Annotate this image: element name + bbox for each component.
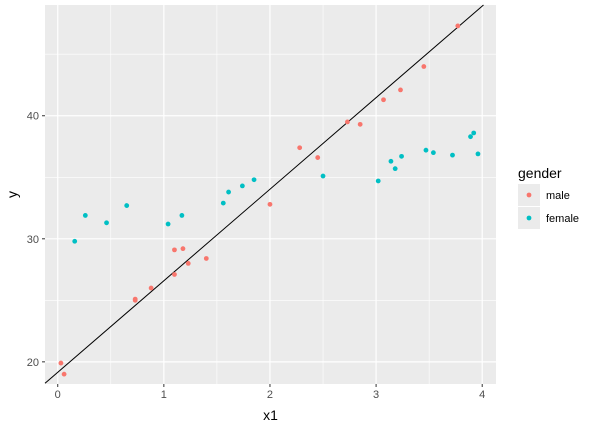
data-point-female [468,134,473,140]
regression-line-layer [44,4,484,384]
data-point-female [423,147,429,153]
data-point-female [239,183,245,189]
y-axis-title: y [4,191,20,198]
data-point-female [375,178,381,184]
legend-swatch-male [526,192,532,198]
data-point-female [475,151,481,157]
x-tick-label: 2 [267,389,273,401]
data-point-male [58,360,64,366]
data-point-male [148,285,154,291]
legend: gender male female [518,165,579,229]
data-point-male [172,272,177,277]
x-axis-title: x1 [263,407,278,423]
x-tick-label: 0 [55,389,61,401]
y-tick-label: 40 [27,111,39,123]
data-point-female [226,189,231,195]
data-point-female [388,158,394,164]
legend-items: male female [518,184,579,229]
data-point-male [203,256,209,261]
data-point-female [471,130,477,136]
data-point-male [455,23,461,29]
data-point-female [179,213,185,218]
major-gridlines [45,5,496,384]
data-point-female [320,173,326,179]
x-tick-label: 4 [479,389,485,401]
data-point-male [132,296,138,302]
data-point-male [185,261,191,266]
data-point-male [381,97,386,103]
data-point-female [82,213,88,218]
data-point-female [124,203,130,208]
data-point-female [251,177,257,183]
data-points [58,23,481,377]
legend-swatch-female [526,215,532,221]
data-point-female [392,166,398,172]
data-point-male [180,246,186,252]
x-tick-label: 1 [161,389,167,401]
x-tick-label: 3 [373,389,379,401]
data-point-male [357,121,363,127]
data-point-female [399,153,404,159]
data-point-female [430,150,436,156]
data-point-male [345,119,350,125]
legend-title: gender [518,165,562,181]
data-point-male [267,201,273,207]
y-axis-ticks: 20 30 40 [27,111,45,369]
y-tick-label: 20 [27,357,39,369]
legend-label-male: male [546,190,570,202]
data-point-female [72,238,78,244]
regression-line [44,4,484,384]
data-point-male [172,247,177,253]
data-point-male [297,145,303,151]
data-point-female [104,220,109,226]
data-point-male [421,64,427,69]
data-point-female [220,200,226,206]
data-point-male [315,155,321,160]
y-tick-label: 30 [27,234,39,246]
data-point-male [398,87,403,93]
data-point-female [450,152,455,158]
x-axis-ticks: 0 1 2 3 4 [55,384,485,401]
data-point-male [61,371,67,377]
legend-label-female: female [546,213,579,225]
data-point-female [165,221,171,227]
